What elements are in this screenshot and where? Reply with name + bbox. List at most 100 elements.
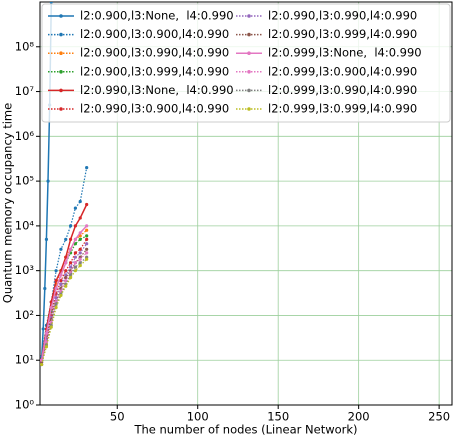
data-point (44, 345, 49, 349)
data-point (85, 257, 89, 261)
data-point (78, 251, 82, 255)
legend-label: l2:0.999,l3:0.900,l4:0.990 (268, 64, 417, 78)
data-point (68, 224, 73, 228)
data-point (59, 273, 63, 277)
x-axis-label: The number of nodes (Linear Network) (133, 423, 357, 437)
data-point (54, 269, 58, 273)
data-point (85, 228, 89, 232)
x-tick-label: 150 (267, 410, 289, 424)
data-point (73, 242, 78, 246)
data-point (68, 265, 73, 269)
data-point (73, 224, 78, 228)
data-point (68, 261, 73, 265)
series-line (41, 235, 87, 361)
data-point (40, 362, 44, 367)
data-point (85, 247, 89, 251)
data-point (85, 166, 89, 170)
series-line (40, 204, 88, 361)
series-line (40, 225, 88, 361)
series-line (41, 167, 88, 357)
legend-label: l2:0.990,l3:0.990,l4:0.990 (268, 9, 417, 23)
y-tick-label: 10³ (15, 263, 35, 277)
data-point (78, 231, 82, 235)
data-point (73, 206, 78, 210)
legend-marker (247, 51, 251, 55)
data-point (64, 237, 68, 241)
x-tick-label: 200 (348, 410, 370, 424)
y-tick-label: 10⁶ (15, 129, 35, 143)
data-point (73, 255, 78, 259)
data-point (73, 261, 78, 265)
x-tick-label: 50 (110, 410, 125, 424)
legend-marker (59, 32, 63, 37)
data-point (68, 247, 73, 251)
legend-marker (59, 88, 63, 93)
y-tick-label: 10² (15, 308, 34, 322)
data-point (43, 286, 47, 291)
data-point (68, 237, 73, 241)
legend-label: l2:0.990,l3:0.900,l4:0.990 (80, 102, 229, 116)
series-line (41, 256, 88, 365)
legend-marker (247, 88, 251, 93)
data-point (73, 265, 78, 269)
legend-marker (59, 51, 63, 55)
data-point (49, 305, 53, 310)
series-line (41, 239, 88, 361)
data-point (49, 2, 53, 4)
legend-label: l2:0.990,l3:0.999,l4:0.990 (268, 27, 417, 41)
data-point (78, 216, 82, 220)
data-point (78, 257, 82, 261)
data-point (78, 261, 82, 265)
data-point (59, 279, 63, 283)
data-point (54, 302, 58, 306)
legend-label: l2:0.999,l3:0.990,l4:0.990 (268, 83, 417, 97)
y-tick-label: 10¹ (15, 353, 34, 367)
legend-marker (247, 107, 251, 111)
y-tick-label: 10⁴ (15, 218, 35, 232)
data-point (59, 282, 63, 286)
legend: l2:0.900,l3:None, l4:0.990 l2:0.900,l3:0.… (41, 3, 451, 123)
data-point (44, 331, 49, 335)
data-point (64, 276, 68, 280)
data-point (64, 255, 68, 259)
legend-marker (247, 32, 251, 37)
data-point (59, 247, 63, 251)
legend-label: l2:0.900,l3:0.999,l4:0.990 (80, 64, 229, 78)
data-point (85, 242, 89, 246)
legend-label: l2:0.900,l3:0.990,l4:0.990 (80, 46, 229, 60)
data-point (54, 296, 58, 300)
legend-marker (59, 107, 63, 111)
y-tick-label: 10⁷ (15, 84, 35, 98)
y-axis-label: Quantum memory occupancy time (1, 103, 15, 303)
data-point (73, 251, 78, 255)
series-line (41, 248, 88, 363)
legend-marker (247, 14, 251, 18)
legend-label: l2:0.990,l3:None, l4:0.990 (80, 83, 234, 97)
data-point (54, 279, 58, 283)
data-point (73, 237, 78, 241)
series-line (41, 252, 88, 365)
data-point (41, 327, 45, 331)
legend-box (41, 3, 451, 123)
data-point (85, 224, 89, 228)
y-tick-label: 10⁰ (15, 398, 35, 412)
data-point (44, 237, 49, 241)
series-line (41, 243, 88, 363)
data-point (73, 269, 78, 273)
data-point (85, 251, 89, 255)
data-point (78, 237, 82, 241)
y-tick-label: 10⁸ (15, 39, 35, 53)
data-point (78, 263, 82, 268)
data-point (85, 234, 89, 238)
data-point (54, 286, 58, 291)
data-point (54, 305, 58, 310)
data-point (78, 247, 82, 251)
data-point (64, 269, 68, 273)
legend-label: l2:0.999,l3:0.999,l4:0.990 (268, 102, 417, 116)
data-point (46, 179, 50, 183)
data-point (64, 261, 68, 265)
data-point (68, 276, 73, 280)
plot-frame (39, 1, 453, 406)
data-point (85, 237, 89, 241)
